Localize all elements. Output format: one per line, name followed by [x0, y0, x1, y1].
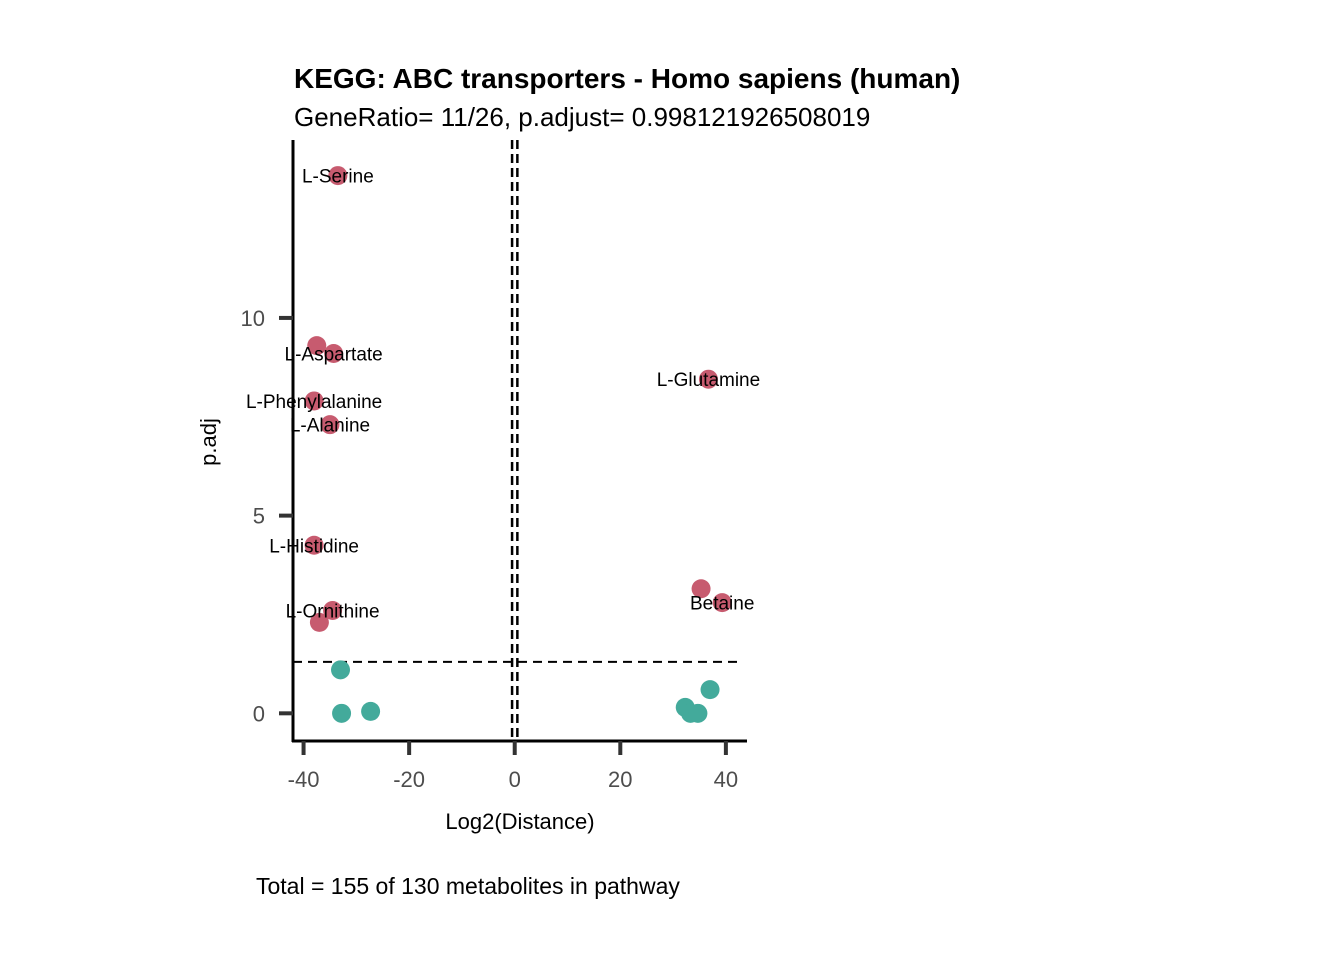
point-label: L-Alanine — [290, 416, 370, 437]
data-point — [323, 601, 343, 621]
x-axis-label: Log2(Distance) — [445, 809, 594, 834]
point-label: L-Phenylalanine — [246, 392, 382, 413]
data-point — [320, 415, 340, 435]
y-axis-label: p.adj — [196, 418, 221, 466]
reference-lines — [293, 140, 741, 741]
data-points — [304, 166, 732, 723]
caption: Total = 155 of 130 metabolites in pathwa… — [256, 873, 680, 899]
y-tick-label: 10 — [241, 306, 265, 331]
point-label: L-Glutamine — [657, 370, 761, 391]
point-labels: L-Serine L-Aspartate L-Phenylalanine L-Alan… — [246, 167, 760, 623]
data-point — [700, 680, 720, 700]
data-point — [307, 336, 327, 356]
y-tick-label: 0 — [253, 701, 265, 726]
data-point — [309, 612, 329, 632]
data-point — [361, 701, 381, 721]
point-label: L-Serine — [302, 167, 374, 188]
data-point — [691, 579, 711, 599]
data-point — [324, 344, 344, 364]
point-label: L-Ornithine — [286, 602, 380, 623]
axes: -40 -20 0 20 40 0 5 10 — [241, 140, 747, 792]
x-tick-label: -40 — [288, 767, 320, 792]
data-point — [304, 535, 324, 555]
data-point — [331, 660, 351, 680]
x-tick-label: -20 — [393, 767, 425, 792]
data-point — [332, 703, 352, 723]
data-point — [712, 593, 732, 613]
chart-title: KEGG: ABC transporters - Homo sapiens (h… — [294, 63, 961, 94]
point-label: L-Histidine — [269, 536, 359, 557]
x-tick-label: 40 — [714, 767, 738, 792]
y-tick-label: 5 — [253, 504, 265, 529]
data-point — [304, 391, 324, 411]
x-tick-label: 0 — [509, 767, 521, 792]
data-point — [698, 369, 718, 389]
data-point — [328, 166, 348, 186]
chart-subtitle: GeneRatio= 11/26, p.adjust= 0.9981219265… — [294, 102, 871, 132]
point-label: Betaine — [690, 594, 754, 615]
data-point — [688, 703, 708, 723]
x-tick-label: 20 — [608, 767, 632, 792]
point-label: L-Aspartate — [285, 345, 383, 366]
